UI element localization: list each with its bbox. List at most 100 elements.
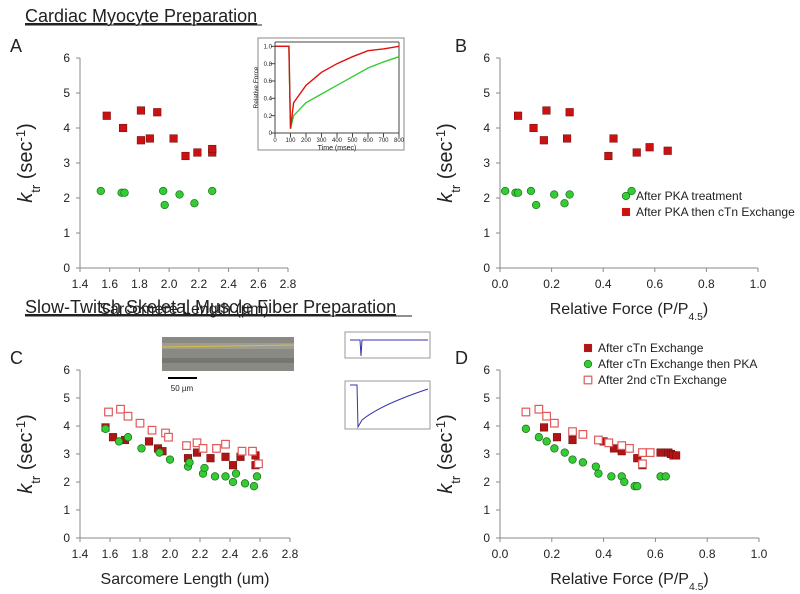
y-tick-label: 5 (483, 86, 490, 100)
point (534, 433, 543, 442)
y-tick-label: 6 (483, 363, 490, 377)
y-tick-label: 3 (63, 447, 70, 461)
legend-label: After 2nd cTn Exchange (598, 373, 727, 387)
legend-label: After cTn Exchange (598, 341, 704, 355)
label-part: k (15, 483, 37, 494)
point (123, 433, 133, 442)
point (210, 472, 220, 481)
y-tick-label: 5 (63, 86, 70, 100)
x-tick-label: 2.0 (162, 547, 179, 561)
point (625, 444, 634, 453)
point (96, 186, 105, 196)
inset-frame (257, 37, 405, 151)
legend-marker (583, 375, 593, 385)
label-part: ) (703, 301, 708, 318)
y-tick-label: 4 (63, 419, 70, 433)
y-axis-label: ktr (sec-1) (13, 123, 43, 203)
point (565, 190, 574, 199)
y-tick-label: 2 (63, 475, 70, 489)
point (192, 438, 202, 448)
point (534, 404, 544, 414)
label-part: tr (28, 184, 43, 193)
point (165, 455, 175, 464)
point (153, 108, 162, 117)
micrograph (161, 337, 295, 379)
point (228, 461, 238, 470)
y-tick-label: 5 (483, 391, 490, 405)
point (638, 459, 647, 469)
y-tick-label: 1.0 (264, 44, 273, 50)
point (645, 143, 654, 152)
y-tick-label: 2 (483, 191, 490, 205)
y-axis-label: ktr (sec-1) (433, 123, 463, 203)
point (144, 437, 154, 446)
legend-marker (583, 359, 593, 369)
label-part: 4.5 (688, 312, 703, 323)
section-heading: Cardiac Myocyte Preparation (25, 6, 257, 26)
label-part: µ (241, 301, 250, 318)
point (175, 190, 184, 199)
label-part: tr (28, 475, 43, 484)
x-tick-label: 2.0 (161, 277, 178, 291)
y-axis-label: ktr (sec-1) (13, 414, 43, 494)
x-tick-label: 0.6 (646, 277, 663, 291)
point (185, 458, 194, 467)
point (609, 134, 618, 143)
point (550, 444, 559, 453)
point (116, 404, 125, 414)
y-tick-label: 6 (63, 363, 70, 377)
point (656, 448, 665, 457)
x-tick-label: 1.4 (72, 547, 89, 561)
panel-letter: A (10, 36, 22, 56)
point (531, 200, 541, 210)
point (123, 411, 133, 421)
label-part: ) (435, 414, 457, 421)
label-part: Sarcomere Length (um) (101, 571, 270, 588)
point (102, 111, 111, 120)
point (169, 134, 178, 143)
y-tick-label: 6 (483, 51, 490, 65)
x-tick-label: 0.8 (699, 547, 716, 561)
point (182, 441, 191, 450)
point (568, 435, 577, 445)
point (221, 452, 230, 461)
x-tick-label: 400 (332, 138, 343, 144)
point (147, 425, 157, 435)
point (237, 446, 247, 456)
x-tick-label: 1.0 (751, 547, 768, 561)
label-part: tr (448, 184, 463, 193)
y-tick-label: 2 (63, 191, 70, 205)
x-tick-label: 2.8 (280, 277, 297, 291)
label-part: Relative Force (P/P (550, 301, 689, 318)
point (228, 477, 238, 487)
point (568, 427, 577, 436)
x-axis-label: Time (msec) (318, 145, 357, 152)
y-tick-label: 5 (63, 391, 70, 405)
x-tick-label: 0.6 (647, 547, 664, 561)
label-part: Relative Force (253, 66, 260, 108)
point (552, 433, 562, 442)
point (565, 108, 574, 117)
x-tick-label: 0 (273, 138, 277, 144)
point (221, 439, 230, 449)
point (249, 482, 259, 491)
y-tick-label: 0.4 (264, 96, 273, 102)
label-part: -1 (433, 421, 448, 433)
x-tick-label: 0.2 (543, 277, 560, 291)
x-tick-label: 200 (301, 138, 312, 144)
point (101, 424, 110, 433)
label-part: ) (15, 123, 37, 130)
label-part: k (435, 483, 457, 494)
point (594, 435, 603, 445)
y-tick-label: 0.2 (264, 114, 273, 120)
label-part: (sec (15, 141, 37, 184)
y-axis-label: ktr (sec-1) (433, 414, 463, 494)
x-tick-label: 2.2 (192, 547, 209, 561)
x-tick-label: 0.8 (698, 277, 715, 291)
point (560, 199, 569, 208)
point (135, 418, 145, 428)
legend-label: After PKA treatment (636, 189, 743, 203)
point (627, 186, 636, 196)
x-axis-label: Relative Force (P/P4.5) (550, 571, 709, 593)
point (594, 469, 603, 478)
